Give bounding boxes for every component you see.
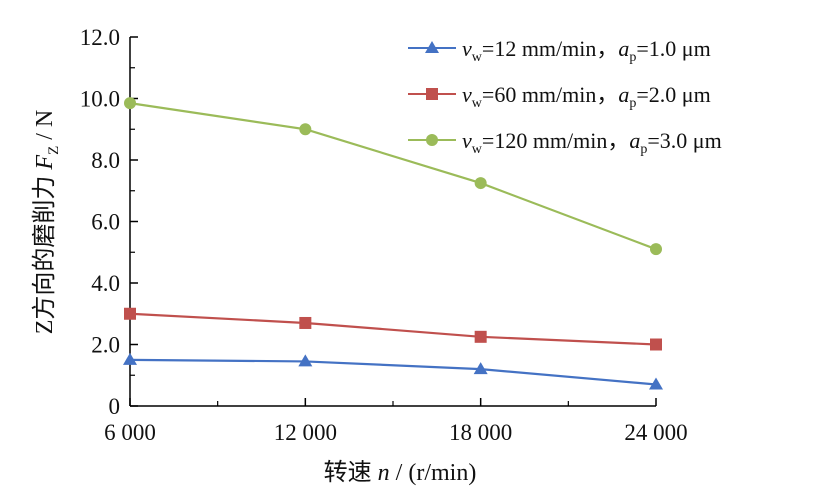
y-axis-label-prefix: Z方向的磨削力 (31, 170, 58, 335)
legend-ap-2: 2.0 μm (649, 82, 711, 107)
y-axis-label-var: F (32, 155, 58, 171)
y-axis-label: Z方向的磨削力 FZ / N (31, 110, 62, 335)
x-tick-label: 12 000 (274, 420, 337, 445)
y-tick-label: 4.0 (91, 271, 120, 296)
x-axis-label-prefix: 转速 (324, 459, 378, 486)
x-tick-label: 24 000 (624, 420, 687, 445)
legend: vw=12 mm/min，ap=1.0 μm vw=60 mm/min，ap=2… (408, 36, 722, 157)
legend-label-1: vw=12 mm/min，ap=1.0 μm (462, 36, 711, 65)
x-axis-label: 转速 n / (r/min) (324, 459, 477, 486)
y-tick-label: 10.0 (80, 87, 120, 112)
y-ticks: 0 2.0 4.0 6.0 8.0 10.0 12.0 (80, 25, 138, 419)
series-1-point (123, 352, 137, 365)
legend-marker-1 (425, 41, 439, 53)
y-tick-label: 6.0 (91, 210, 120, 235)
series-1-point (298, 354, 313, 367)
legend-vw-1: 12 mm/min， (494, 36, 618, 61)
legend-vw-2: 60 mm/min， (494, 82, 618, 107)
x-tick-label: 6 000 (104, 420, 156, 445)
series-3-point (299, 123, 312, 136)
x-axis-label-var: n (378, 460, 390, 486)
series-1-line (129, 358, 657, 386)
series-1-point (473, 362, 488, 375)
x-ticks: 6 000 12 000 18 000 24 000 (104, 398, 688, 445)
legend-marker-3 (426, 134, 438, 146)
legend-vw-3: 120 mm/min， (494, 128, 629, 153)
legend-entry-2: vw=60 mm/min，ap=2.0 μm (408, 82, 711, 111)
y-tick-label: 8.0 (91, 148, 120, 173)
legend-entry-1: vw=12 mm/min，ap=1.0 μm (408, 36, 711, 65)
legend-label-2: vw=60 mm/min，ap=2.0 μm (462, 82, 711, 111)
series-3-point (124, 97, 136, 110)
x-axis-label-suffix: / (r/min) (390, 460, 477, 486)
series-2-point (474, 330, 487, 343)
y-tick-label: 0 (109, 394, 121, 419)
y-tick-label: 2.0 (91, 333, 120, 358)
legend-ap-3: 3.0 μm (660, 128, 722, 153)
y-axis-label-suffix: / N (32, 110, 58, 146)
series-3-line (129, 102, 657, 251)
y-tick-label: 12.0 (80, 25, 120, 50)
x-tick-label: 18 000 (449, 420, 512, 445)
series-1-point (649, 377, 663, 390)
legend-label-3: vw=120 mm/min，ap=3.0 μm (462, 128, 722, 157)
series-2-point (124, 307, 136, 320)
legend-ap-1: 1.0 μm (649, 36, 711, 61)
series-layer (123, 97, 663, 390)
legend-entry-3: vw=120 mm/min，ap=3.0 μm (408, 128, 722, 157)
legend-marker-2 (426, 88, 438, 100)
y-axis-label-sub: Z (46, 146, 62, 155)
series-3-point (650, 243, 662, 256)
series-3-point (474, 177, 487, 190)
series-2-point (650, 338, 662, 351)
series-2-point (299, 316, 312, 329)
series-2-line (129, 312, 657, 346)
